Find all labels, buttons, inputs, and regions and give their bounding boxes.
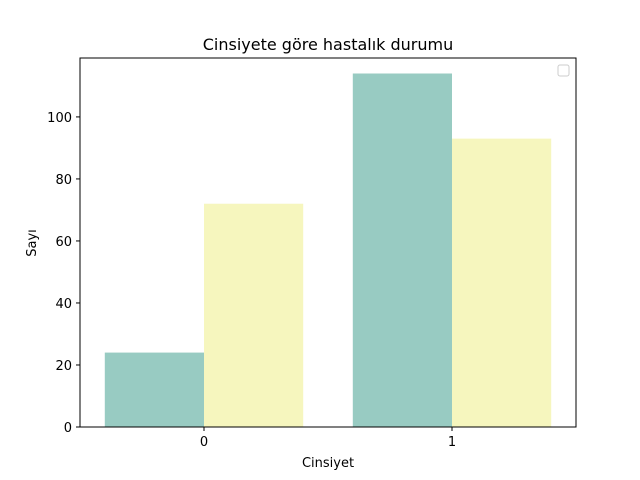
axes-frame — [79, 57, 577, 428]
y-axis-label: Sayı — [25, 229, 40, 257]
chart-title: Cinsiyete göre hastalık durumu — [203, 35, 454, 54]
x-tick-label: 1 — [448, 435, 456, 450]
x-axis-label: Cinsiyet — [302, 456, 354, 471]
bar-series-1-cat-0 — [204, 203, 304, 427]
y-tick-label: 100 — [47, 111, 72, 126]
y-tick-label: 40 — [55, 297, 72, 312]
y-tick-label: 80 — [55, 173, 72, 188]
legend-box — [557, 64, 570, 77]
bar-series-0-cat-0 — [104, 352, 204, 427]
y-tick-label: 20 — [55, 359, 72, 374]
x-tick-label: 0 — [200, 435, 208, 450]
bar-series-0-cat-1 — [352, 73, 452, 427]
y-tick-label: 0 — [64, 421, 72, 436]
y-tick-label: 60 — [55, 235, 72, 250]
bar-series-1-cat-1 — [452, 138, 552, 428]
